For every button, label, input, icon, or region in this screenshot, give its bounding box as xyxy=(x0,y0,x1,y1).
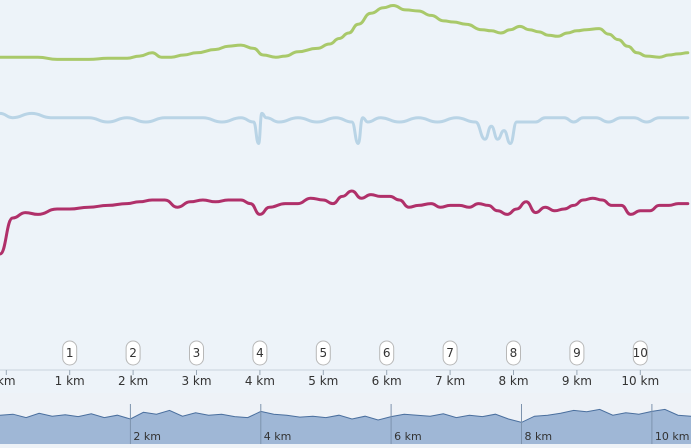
km-marker[interactable]: 8 xyxy=(506,340,521,366)
navigator-tick-label: 2 km xyxy=(133,430,161,443)
x-tick-label: 9 km xyxy=(562,374,592,388)
navigator-line xyxy=(0,408,691,423)
navigator-tick-label: 10 km xyxy=(655,430,690,443)
km-marker-flag xyxy=(189,340,204,366)
km-marker[interactable]: 6 xyxy=(379,340,395,366)
km-marker[interactable]: 9 xyxy=(569,340,585,366)
x-tick-label: 7 km xyxy=(435,374,465,388)
km-marker[interactable]: 2 xyxy=(125,340,141,366)
km-marker[interactable]: 10 xyxy=(632,340,648,366)
km-marker-flag xyxy=(252,340,268,366)
x-tick-label: 1 km xyxy=(55,374,85,388)
x-tick-label: 8 km xyxy=(498,374,528,388)
series-layer xyxy=(0,4,690,256)
navigator-area xyxy=(0,409,691,444)
km-marker[interactable]: 4 xyxy=(252,340,268,366)
x-tick-label: 4 km xyxy=(245,374,275,388)
km-marker-flag xyxy=(315,340,331,366)
x-tick-label: 6 km xyxy=(372,374,402,388)
km-marker-label: 5 xyxy=(319,346,327,360)
series-line-green xyxy=(0,4,690,61)
km-marker-label: 10 xyxy=(633,346,648,360)
x-tick-label: 10 km xyxy=(621,374,659,388)
x-axis: km 1 km 2 km 3 km 4 km 5 km 6 km 7 km 8 km 9 km 10… xyxy=(0,369,691,388)
km-marker[interactable]: 1 xyxy=(62,340,78,366)
km-marker-label: 1 xyxy=(66,346,74,360)
km-marker[interactable]: 7 xyxy=(442,340,458,366)
navigator-tick-label: 6 km xyxy=(394,430,422,443)
km-marker-flag xyxy=(379,340,395,366)
km-marker[interactable]: 5 xyxy=(315,340,331,366)
x-tick-label: 3 km xyxy=(181,374,211,388)
km-marker-flag xyxy=(442,340,458,366)
km-marker-layer: 123456789101 xyxy=(62,340,648,366)
km-marker-flag xyxy=(125,340,141,366)
km-marker-flag xyxy=(506,340,521,366)
km-marker-label: 4 xyxy=(256,346,264,360)
km-marker-label: 8 xyxy=(510,346,518,360)
navigator[interactable]: 2 km 4 km 6 km 8 km 10 km xyxy=(0,393,691,448)
km-marker-label: 2 xyxy=(129,346,137,360)
navigator-tick-label: 4 km xyxy=(264,430,292,443)
x-tick-label: 2 km xyxy=(118,374,148,388)
km-marker-label: 3 xyxy=(193,346,201,360)
x-tick-label: 5 km xyxy=(308,374,338,388)
km-marker[interactable]: 3 xyxy=(189,340,204,366)
km-marker-flag xyxy=(632,340,648,366)
navigator-tick-label: 8 km xyxy=(525,430,553,443)
km-marker-flag xyxy=(569,340,585,366)
x-tick-label: km xyxy=(0,374,16,388)
km-marker-label: 6 xyxy=(383,346,391,360)
km-marker-label: 9 xyxy=(573,346,581,360)
km-marker-flag xyxy=(62,340,78,366)
series-line-lightblue xyxy=(0,111,690,145)
km-marker-label: 7 xyxy=(446,346,454,360)
series-line-magenta xyxy=(0,189,690,256)
